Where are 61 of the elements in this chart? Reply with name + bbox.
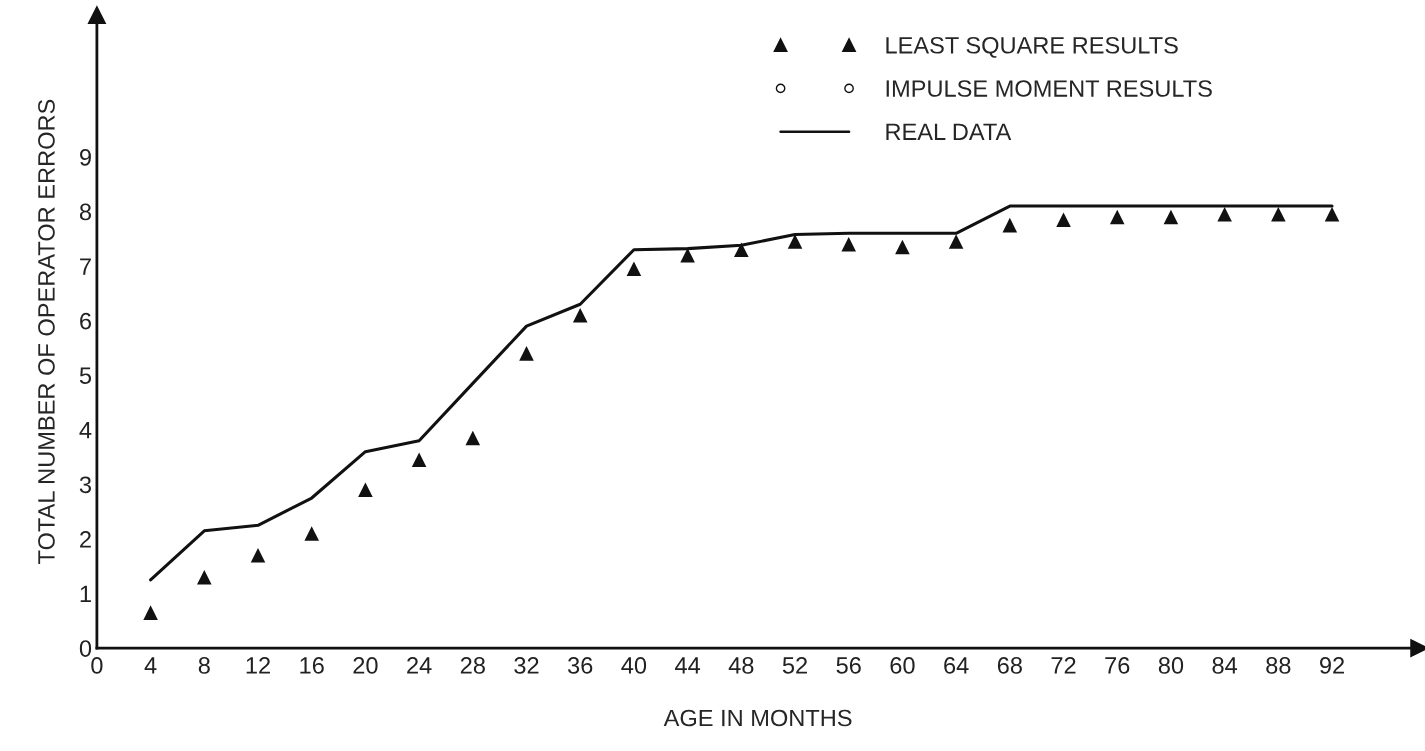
- x-tick-label: 80: [1158, 657, 1184, 674]
- point: [197, 569, 212, 585]
- x-tick-label: 44: [675, 657, 701, 674]
- y-tick-label: 3: [79, 476, 91, 494]
- y-tick-label: 1: [80, 585, 91, 603]
- legend-label: REAL DATA: [886, 123, 1012, 140]
- y-tick-label: 7: [80, 258, 91, 275]
- point: [948, 234, 964, 249]
- y-tick-label: 0: [79, 640, 92, 657]
- x-tick-label: 4: [144, 657, 157, 674]
- x-tick-label: 20: [353, 657, 378, 674]
- point: [304, 526, 319, 541]
- point: [465, 430, 481, 446]
- x-tick-label: 76: [1105, 657, 1130, 674]
- x-tick-label: 48: [728, 657, 754, 674]
- point: [1271, 206, 1286, 222]
- x-tick-label: 92: [1320, 657, 1344, 674]
- x-tick-label: 68: [997, 657, 1022, 674]
- point: [1217, 206, 1232, 222]
- x-tick-label: 56: [836, 657, 861, 674]
- legend-label: IMPULSE MOMENT RESULTS: [886, 80, 1212, 97]
- point: [1163, 209, 1179, 225]
- legend-label: LEAST SQUARE RESULTS: [886, 36, 1178, 58]
- x-tick-label: 32: [514, 657, 539, 674]
- x-tick-label: 88: [1266, 657, 1291, 674]
- point: [626, 261, 642, 277]
- y-tick-label: 2: [80, 531, 91, 548]
- point: [1109, 209, 1125, 225]
- x-tick-label: 72: [1051, 657, 1076, 674]
- x-tick-label: 8: [198, 657, 210, 674]
- point: [734, 242, 749, 257]
- point: [787, 234, 803, 249]
- y-tick-label: 9: [80, 148, 91, 166]
- x-tick-label: 52: [782, 657, 807, 674]
- point: [841, 236, 856, 252]
- x-tick-label: 64: [944, 657, 969, 674]
- point: [519, 346, 534, 361]
- x-tick-label: 12: [246, 657, 270, 674]
- x-axis-title: AGE IN MONTHS: [663, 709, 852, 727]
- point: [895, 239, 910, 255]
- point: [572, 307, 588, 323]
- point: [411, 452, 427, 468]
- y-tick-label: 5: [79, 367, 92, 385]
- x-tick-label: 40: [621, 657, 647, 674]
- x-tick-label: 36: [567, 657, 593, 674]
- point: [143, 605, 158, 620]
- x-tick-label: 28: [460, 657, 485, 674]
- x-tick-label: 24: [407, 657, 432, 674]
- x-tick-label: 60: [890, 657, 915, 674]
- y-tick-label: 4: [79, 422, 92, 439]
- y-axis-title: TOTAL NUMBER OF OPERATOR ERRORS: [38, 99, 55, 564]
- x-tick-label: 0: [91, 657, 103, 674]
- y-tick-label: 8: [79, 203, 92, 221]
- point: [1324, 206, 1340, 222]
- x-tick-label: 84: [1212, 657, 1238, 674]
- x-tick-label: 16: [300, 657, 324, 674]
- y-tick-label: 6: [80, 312, 91, 330]
- point: [358, 482, 373, 498]
- point: [250, 548, 266, 563]
- point: [1056, 212, 1071, 227]
- point: [1002, 217, 1018, 233]
